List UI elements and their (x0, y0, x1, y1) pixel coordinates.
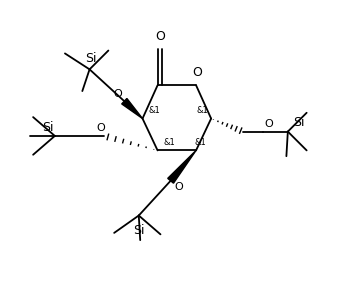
Text: O: O (192, 66, 202, 79)
Polygon shape (168, 150, 196, 183)
Text: O: O (174, 182, 183, 192)
Text: &1: &1 (195, 138, 206, 147)
Text: Si: Si (85, 52, 97, 65)
Text: Si: Si (133, 224, 144, 237)
Text: &1: &1 (148, 106, 160, 115)
Text: O: O (265, 119, 273, 129)
Text: O: O (97, 123, 105, 133)
Text: O: O (113, 89, 122, 99)
Text: O: O (155, 30, 165, 43)
Text: &1: &1 (163, 138, 175, 147)
Polygon shape (122, 99, 143, 119)
Text: Si: Si (42, 121, 53, 134)
Text: &1: &1 (197, 106, 209, 115)
Text: Si: Si (293, 116, 305, 129)
